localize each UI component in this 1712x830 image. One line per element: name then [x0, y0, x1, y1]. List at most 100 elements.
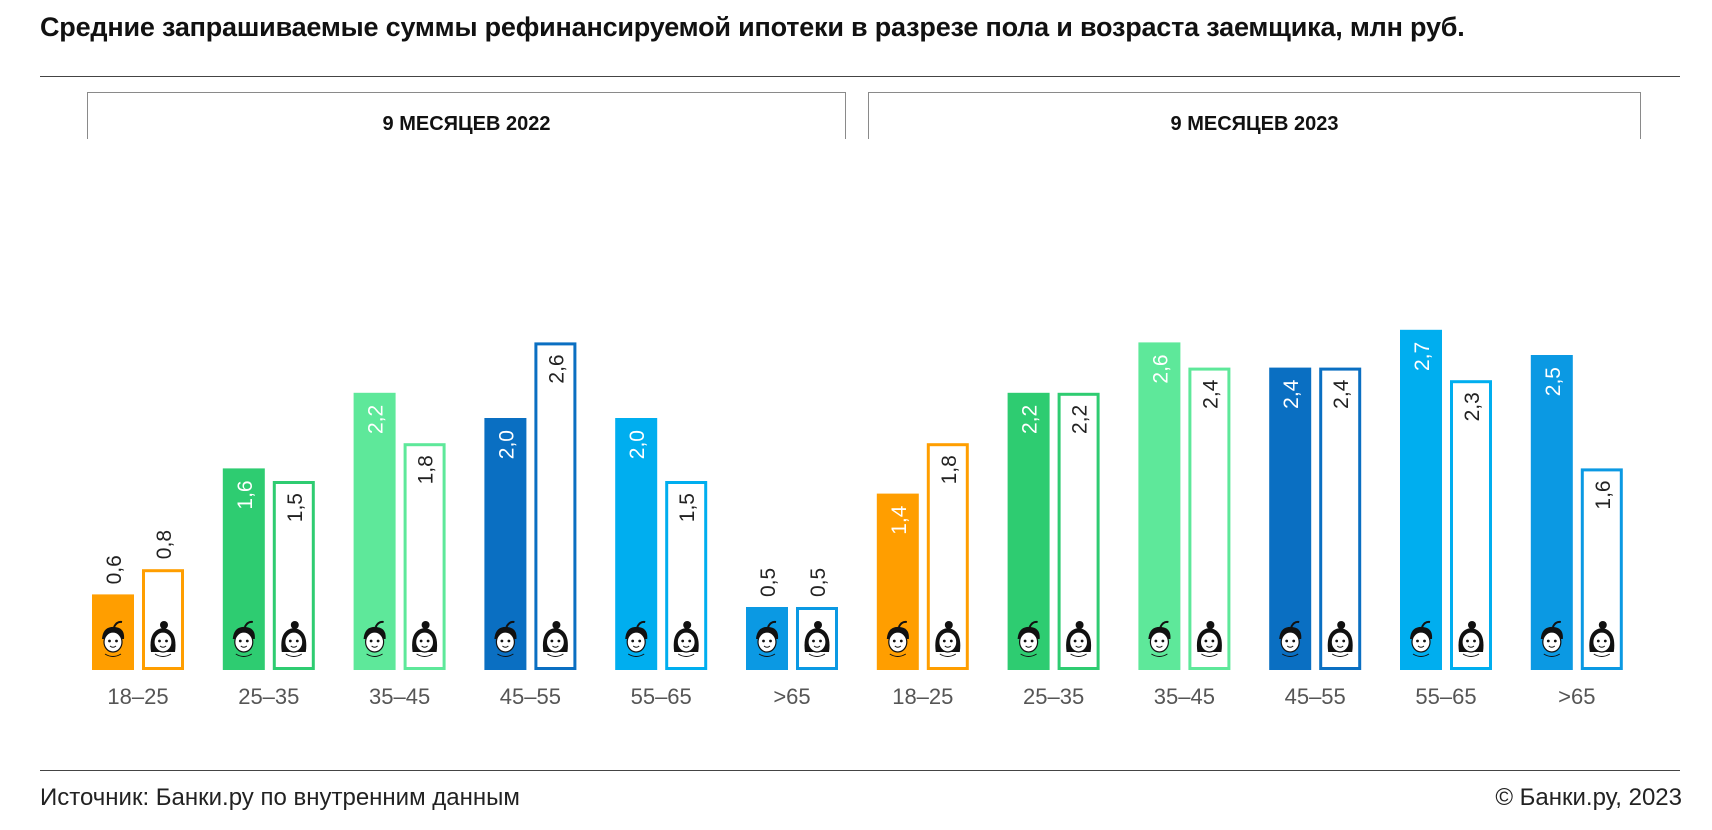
collar: [677, 653, 695, 657]
eye: [557, 639, 561, 643]
male-face-icon: [886, 620, 909, 657]
hair-bun: [1206, 621, 1215, 629]
period-header-2022: 9 МЕСЯЦЕВ 2022: [87, 92, 846, 139]
collar: [1281, 653, 1299, 657]
female-face-icon: [1458, 621, 1484, 657]
collar: [1020, 653, 1037, 657]
face: [888, 631, 908, 653]
face: [1199, 631, 1220, 653]
hair-bun: [1468, 621, 1476, 629]
value-label: 2,7: [1411, 342, 1434, 371]
eye: [1292, 639, 1296, 643]
collar: [758, 653, 776, 657]
collar: [627, 653, 645, 657]
eye: [949, 639, 953, 643]
mouth: [632, 645, 640, 648]
female-face-icon: [542, 621, 568, 657]
value-label: 1,6: [234, 480, 257, 509]
female-face-icon: [1066, 621, 1092, 657]
male-face-icon: [363, 620, 386, 657]
hair-tuft: [897, 620, 907, 628]
mouth: [1598, 645, 1606, 648]
mouth: [1075, 645, 1082, 648]
hair-bun: [421, 621, 430, 629]
face: [103, 631, 123, 653]
eye: [376, 639, 380, 643]
face: [1542, 631, 1562, 653]
face: [234, 631, 254, 653]
male-face-icon: [625, 620, 648, 657]
male-face-icon: [756, 620, 779, 657]
eye: [500, 639, 504, 643]
hair-tuft: [1290, 620, 1300, 628]
male-face-icon: [494, 620, 517, 657]
eye: [426, 639, 430, 643]
collar: [497, 653, 514, 657]
collar: [1070, 653, 1087, 657]
value-label: 1,5: [284, 493, 307, 522]
mouth: [813, 645, 821, 648]
male-face-icon: [1540, 620, 1563, 657]
bar-0-45–55-female: [534, 342, 577, 670]
male-face-icon: [1017, 620, 1040, 657]
female-face-icon: [281, 621, 307, 657]
value-label: 2,6: [1149, 354, 1172, 383]
eye: [158, 639, 161, 643]
collar: [154, 653, 172, 657]
collar: [366, 653, 383, 657]
mouth: [1025, 645, 1032, 648]
eye: [1466, 639, 1469, 643]
value-label: 2,4: [1330, 379, 1353, 409]
mouth: [944, 645, 952, 648]
eye: [1161, 639, 1165, 643]
mouth: [290, 645, 298, 648]
collar: [1412, 653, 1430, 657]
eye: [812, 639, 815, 643]
eye: [507, 639, 511, 643]
eye: [942, 639, 946, 643]
collar: [939, 653, 957, 657]
hair-tuft: [505, 620, 515, 628]
collar: [1543, 653, 1561, 657]
male-face-icon: [1279, 620, 1302, 657]
eye: [115, 639, 118, 643]
hair-tuft: [1028, 620, 1038, 628]
face: [757, 631, 777, 653]
category-label: 35–45: [369, 684, 430, 709]
eye: [1073, 639, 1077, 643]
hair-bun: [160, 621, 168, 629]
hair-tuft: [243, 620, 253, 628]
hair-bun: [683, 621, 692, 629]
eye: [819, 639, 822, 643]
category-label: 45–55: [1285, 684, 1346, 709]
face: [415, 631, 435, 653]
face: [1280, 631, 1300, 653]
eye: [245, 639, 249, 643]
category-label: >65: [773, 684, 810, 709]
hair-bun: [552, 621, 561, 629]
eye: [631, 639, 635, 643]
collar: [285, 653, 303, 657]
eye: [1603, 639, 1607, 643]
face: [1149, 631, 1170, 653]
hair-tuft: [1159, 620, 1169, 628]
bar-0-55–65-female: [665, 481, 708, 670]
bar-1-45–55-male: [1269, 367, 1312, 670]
eye: [1473, 639, 1476, 643]
eye: [419, 639, 423, 643]
value-label: 2,2: [365, 405, 388, 434]
face: [365, 631, 385, 653]
value-label: 2,2: [1069, 405, 1092, 434]
mouth: [1286, 645, 1294, 648]
face: [495, 631, 515, 653]
bar-0-35–45-male: [353, 392, 396, 670]
hair-bun: [1337, 621, 1346, 629]
value-label: 2,5: [1542, 367, 1565, 396]
face: [626, 631, 646, 653]
hair-bun: [1598, 621, 1607, 629]
female-face-icon: [673, 621, 699, 657]
hair-tuft: [374, 620, 384, 628]
face: [1068, 631, 1089, 653]
value-label: 2,6: [545, 354, 568, 383]
mouth: [682, 645, 690, 648]
